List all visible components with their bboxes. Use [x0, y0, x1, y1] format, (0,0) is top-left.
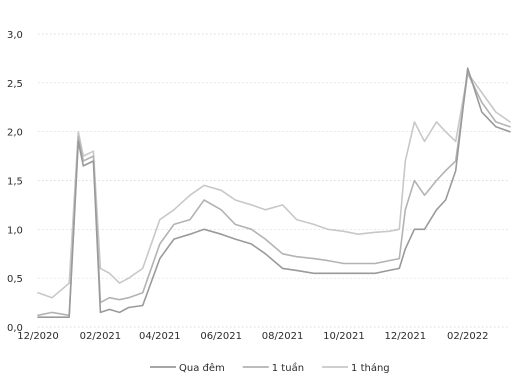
y-tick-label: 1,0	[7, 225, 23, 236]
x-tick-label: 04/2021	[139, 331, 181, 342]
x-tick-label: 06/2021	[200, 331, 242, 342]
series-layer	[37, 67, 511, 319]
legend-label-0: Qua đêm	[179, 362, 225, 374]
x-tick-label: 08/2021	[262, 331, 304, 342]
y-tick-label: 3,0	[7, 30, 23, 41]
x-axis-ticks: 12/2020 02/2021 04/2021 06/2021 08/2021 10/20…	[17, 331, 488, 342]
y-tick-label: 0,0	[7, 323, 23, 334]
x-tick-label: 12/2020	[17, 331, 59, 342]
grid-layer	[38, 33, 510, 328]
series-line-2	[37, 72, 511, 299]
x-tick-label: 10/2021	[323, 331, 365, 342]
y-tick-label: 1,5	[7, 177, 23, 188]
x-tick-label: 12/2021	[385, 331, 427, 342]
series-line-1	[37, 72, 511, 317]
y-axis-ticks: 0,0 0,5 1,0 1,5 2,0 2,5 3,0	[7, 30, 23, 334]
x-tick-label: 02/2022	[447, 331, 489, 342]
legend: Qua đêm 1 tuần 1 tháng	[150, 362, 390, 374]
legend-label-2: 1 tháng	[351, 362, 390, 374]
y-tick-label: 0,5	[7, 274, 23, 285]
y-tick-label: 2,5	[7, 79, 23, 90]
series-line-0	[37, 67, 511, 319]
y-tick-label: 2,0	[7, 128, 23, 139]
legend-label-1: 1 tuần	[272, 362, 304, 374]
x-tick-label: 02/2021	[80, 331, 122, 342]
